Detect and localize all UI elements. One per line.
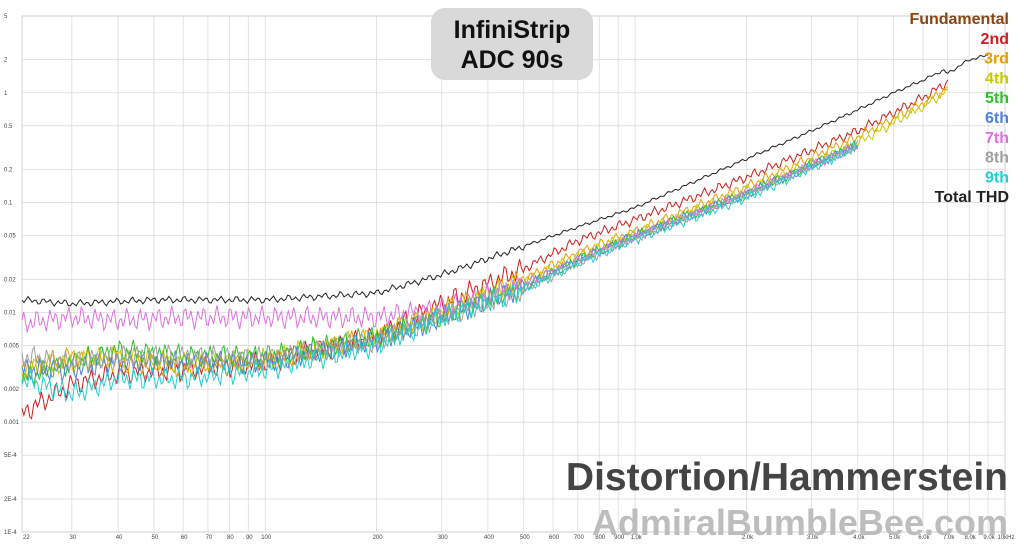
y-tick-label: 0.001 (4, 420, 20, 426)
y-tick-label: 5 (4, 14, 8, 20)
legend-item-6th: 6th (985, 110, 1009, 127)
x-tick-label: 700 (574, 535, 585, 541)
series-line-2nd (21, 79, 949, 420)
x-tick-label: 40 (116, 535, 123, 541)
series-line-3rd (21, 87, 948, 381)
x-tick-label: 60 (181, 535, 188, 541)
y-tick-label: 1E-4 (4, 530, 17, 536)
legend-item-5th: 5th (985, 90, 1009, 107)
x-tick-label: 100 (261, 535, 272, 541)
site-watermark: AdmiralBumbleBee.com (591, 502, 1008, 543)
x-tick-label: 9.0k (983, 535, 995, 541)
chart-title-box: InfiniStrip ADC 90s (431, 8, 593, 80)
legend-item-7th: 7th (985, 130, 1009, 147)
x-tick-label: 1.0k (630, 535, 642, 541)
series-line-5th (21, 139, 859, 386)
x-tick-label: 10kHz (997, 535, 1014, 541)
x-tick-label: 7.0k (943, 535, 955, 541)
legend-item-4th: 4th (985, 70, 1009, 87)
y-tick-label: 0.05 (4, 234, 16, 240)
x-tick-label: 90 (246, 535, 253, 541)
x-tick-label: 22 (23, 535, 30, 541)
x-tick-label: 200 (373, 535, 384, 541)
legend-item-fundamental: Fundamental (909, 11, 1009, 28)
x-tick-label: 30 (69, 535, 76, 541)
series-line-9th (21, 142, 859, 403)
y-tick-label: 2 (4, 58, 8, 64)
legend-item-2nd: 2nd (981, 31, 1009, 48)
y-tick-label: 0.5 (4, 124, 13, 130)
x-tick-label: 6.0k (918, 535, 930, 541)
x-tick-label: 5.0k (889, 535, 901, 541)
x-axis-ticks: 22 30 40 50 60 70 80 90 100 200 300 400 500 600 700 800… (23, 535, 1015, 541)
x-tick-label: 3.0k (807, 535, 819, 541)
legend: Fundamental 2nd 3rd 4th 5th 6th 7th 8th 9th Total… (909, 11, 1009, 206)
y-tick-label: 0.01 (4, 310, 16, 316)
y-tick-label: 0.2 (4, 168, 13, 174)
grid (21, 15, 1006, 533)
chart-title-line2: ADC 90s (460, 46, 564, 74)
chart-title-line1: InfiniStrip (453, 16, 571, 44)
y-tick-label: 5E-4 (4, 453, 17, 459)
x-tick-label: 800 (595, 535, 606, 541)
x-tick-label: 80 (227, 535, 234, 541)
chart-caption: Distortion/Hammerstein (565, 456, 1008, 499)
y-tick-label: 2E-4 (4, 497, 17, 503)
y-tick-label: 0.002 (4, 387, 20, 393)
series-lines (21, 54, 989, 420)
y-tick-label: 0.02 (4, 277, 16, 283)
series-line-8th (21, 140, 859, 373)
x-tick-label: 70 (206, 535, 213, 541)
y-tick-label: 0.1 (4, 201, 13, 207)
y-tick-label: 0.005 (4, 343, 20, 349)
x-tick-label: 900 (614, 535, 625, 541)
series-line-7th (21, 143, 858, 333)
legend-item-total-thd: Total THD (935, 189, 1009, 206)
x-tick-label: 8.0k (964, 535, 976, 541)
x-tick-label: 50 (152, 535, 159, 541)
series-line-total-thd (21, 54, 989, 307)
x-tick-label: 600 (549, 535, 560, 541)
x-tick-label: 4.0k (853, 535, 865, 541)
x-tick-label: 500 (520, 535, 531, 541)
x-tick-label: 400 (484, 535, 495, 541)
y-axis-ticks: 5 2 1 0.5 0.2 0.1 0.05 0.02 0.01 0.005 0.002 0.001 5… (4, 14, 20, 536)
x-tick-label: 300 (438, 535, 449, 541)
y-tick-label: 1 (4, 91, 8, 97)
x-tick-label: 2.0k (742, 535, 754, 541)
legend-item-9th: 9th (985, 169, 1009, 186)
legend-item-3rd: 3rd (984, 51, 1009, 68)
legend-item-8th: 8th (985, 150, 1009, 167)
